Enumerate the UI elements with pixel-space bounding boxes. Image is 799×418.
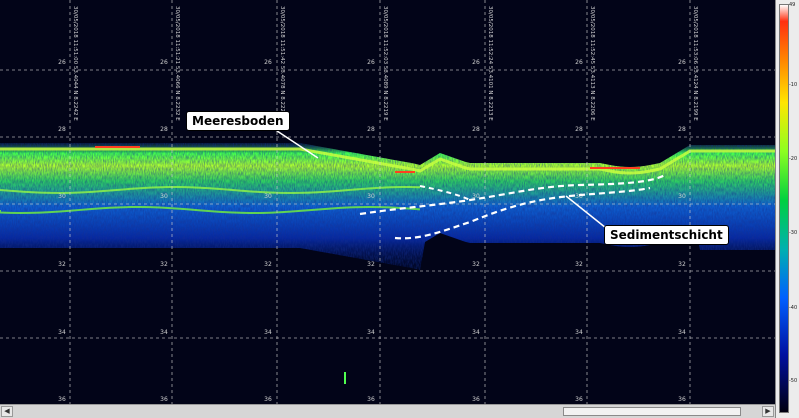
timestamp-label: 30/05/2018 11:52:45 53.4113 N 8.2206 E [589, 6, 595, 121]
color-scale-gradient [779, 4, 789, 413]
depth-label: 28 [160, 126, 168, 133]
depth-label: 36 [160, 396, 168, 403]
depth-label: 32 [678, 261, 686, 268]
depth-label: 34 [678, 329, 686, 336]
sediment-dashed-line [394, 186, 651, 240]
depth-label: 36 [575, 396, 583, 403]
depth-labels: 2626262626262628282828282828303030303030… [58, 59, 686, 403]
depth-label: 30 [58, 193, 66, 200]
depth-label: 32 [367, 261, 375, 268]
sediment-leader-line [565, 195, 607, 229]
depth-label: 34 [160, 329, 168, 336]
depth-label: 30 [160, 193, 168, 200]
depth-label: 34 [264, 329, 272, 336]
depth-label: 26 [575, 59, 583, 66]
depth-label: 30 [678, 193, 686, 200]
color-scale-tick: -40 [789, 305, 798, 311]
color-scale-tick: -30 [789, 230, 798, 236]
depth-label: 32 [472, 261, 480, 268]
depth-label: 36 [58, 396, 66, 403]
depth-label: 26 [160, 59, 168, 66]
depth-label: 32 [58, 261, 66, 268]
depth-label: 32 [160, 261, 168, 268]
depth-label: 28 [58, 126, 66, 133]
color-scale-tick: -10 [789, 82, 798, 88]
sediment-callout: Sedimentschicht [604, 225, 729, 245]
depth-label: 28 [367, 126, 375, 133]
depth-label: 36 [678, 396, 686, 403]
timestamp-label: 30/05/2018 11:52:24 53.4101 N 8.2213 E [487, 6, 493, 121]
depth-label: 30 [472, 193, 480, 200]
depth-label: 28 [472, 126, 480, 133]
sub-bottom-layer [0, 205, 421, 214]
grid [0, 0, 775, 404]
depth-label: 26 [472, 59, 480, 66]
scroll-thumb[interactable] [563, 407, 741, 416]
depth-label: 26 [58, 59, 66, 66]
echo-artifact [344, 372, 346, 384]
depth-label: 30 [264, 193, 272, 200]
scroll-left-button[interactable]: ◀ [1, 406, 13, 417]
sediment-dashed-line [419, 185, 471, 201]
color-scale-tick: -20 [789, 156, 798, 162]
depth-label: 30 [367, 193, 375, 200]
scroll-right-button[interactable]: ▶ [762, 406, 774, 417]
depth-label: 32 [575, 261, 583, 268]
depth-label: 26 [678, 59, 686, 66]
timestamp-label: 30/05/2018 11:51:00 53.4044 N 8.2242 E [72, 6, 78, 121]
depth-label: 32 [264, 261, 272, 268]
color-scale-tick: -50 [789, 378, 798, 384]
sediment-dashed-line [359, 174, 666, 216]
seabed-line [0, 147, 775, 175]
depth-label: 34 [472, 329, 480, 336]
depth-label: 36 [264, 396, 272, 403]
timestamp-label: 30/05/2018 11:51:42 53.4078 N 8.2226 E [279, 6, 285, 121]
depth-label: 34 [367, 329, 375, 336]
echogram-canvas: 2626262626262628282828282828303030303030… [0, 0, 775, 404]
color-scale: 49 -10 -20 -30 -40 -50 [775, 0, 799, 418]
color-scale-tick: 49 [789, 2, 796, 8]
echogram-panel[interactable]: 2626262626262628282828282828303030303030… [0, 0, 775, 404]
timestamp-labels: 30/05/2018 11:51:00 53.4044 N 8.2242 E 30… [72, 6, 698, 121]
timestamp-label: 30/05/2018 11:53:06 53.4124 N 8.2199 E [692, 6, 698, 121]
echo-band [0, 143, 775, 270]
strong-return-marks [95, 146, 640, 173]
depth-label: 34 [575, 329, 583, 336]
depth-label: 26 [367, 59, 375, 66]
depth-label: 26 [264, 59, 272, 66]
horizontal-scrollbar[interactable]: ◀ ▶ [0, 404, 775, 418]
depth-label: 28 [678, 126, 686, 133]
seabed-callout: Meeresboden [186, 111, 290, 131]
timestamp-label: 30/05/2018 11:51:21 53.4066 N 8.2232 E [174, 6, 180, 121]
depth-label: 36 [472, 396, 480, 403]
depth-label: 28 [575, 126, 583, 133]
depth-label: 30 [575, 193, 583, 200]
depth-label: 36 [367, 396, 375, 403]
depth-label: 34 [58, 329, 66, 336]
timestamp-label: 30/05/2018 11:52:03 53.4089 N 8.2219 E [382, 6, 388, 121]
